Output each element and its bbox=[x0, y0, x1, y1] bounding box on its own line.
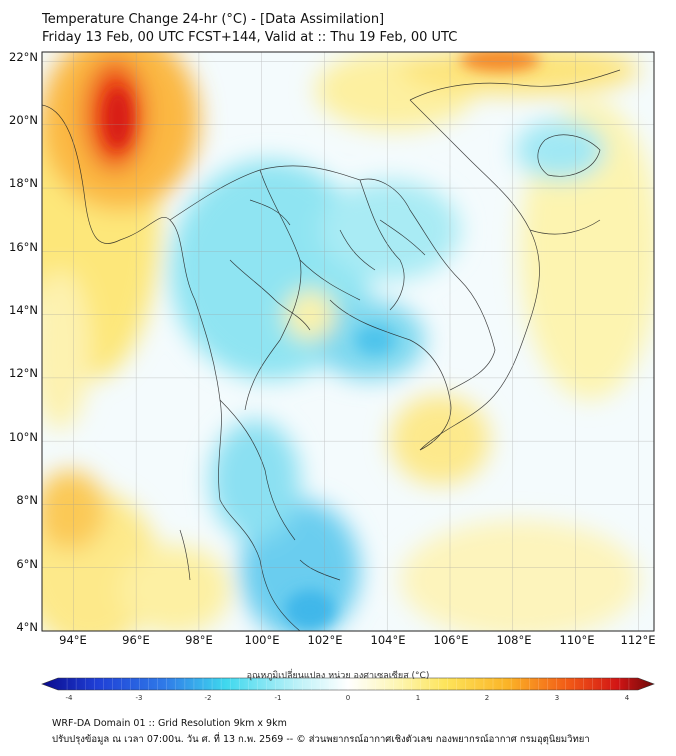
gridlines bbox=[42, 52, 654, 632]
colorbar-title: อุณหภูมิเปลี่ยนแปลง หน่วย องศาเซลเซียส (… bbox=[246, 671, 430, 681]
lon-tick-label: 96°E bbox=[122, 633, 150, 647]
footer-update-info: ปรับปรุงข้อมูล ณ เวลา 07:00น. วัน ศ. ที่… bbox=[52, 734, 590, 745]
map-title: Temperature Change 24-hr (°C) - [Data As… bbox=[42, 12, 385, 27]
lon-tick-label: 104°E bbox=[371, 633, 406, 647]
footer-model-info: WRF-DA Domain 01 :: Grid Resolution 9km … bbox=[52, 718, 287, 729]
lat-tick-label: 18°N bbox=[9, 176, 38, 190]
colorbar-segments bbox=[66, 678, 630, 690]
lat-tick-label: 4°N bbox=[16, 620, 38, 634]
lon-tick-label: 102°E bbox=[308, 633, 343, 647]
lon-tick-label: 94°E bbox=[59, 633, 87, 647]
lon-tick-label: 108°E bbox=[497, 633, 532, 647]
lat-tick-label: 12°N bbox=[9, 366, 38, 380]
plot-frame bbox=[41, 51, 655, 632]
lon-tick-label: 112°E bbox=[621, 633, 656, 647]
lat-tick-label: 10°N bbox=[9, 430, 38, 444]
colorbar-tick-label: 0 bbox=[346, 694, 350, 702]
colorbar: -4 -3 -2 -1 0 1 2 3 4 bbox=[41, 677, 655, 702]
colorbar-tick-label: -4 bbox=[66, 694, 74, 702]
lat-tick-label: 20°N bbox=[9, 113, 38, 127]
colorbar-tick-label: 3 bbox=[555, 694, 559, 702]
lat-tick-label: 8°N bbox=[16, 493, 38, 507]
colorbar-tick-label: 4 bbox=[625, 694, 630, 702]
boundary-lines bbox=[42, 69, 621, 631]
colorbar-tick-label: -1 bbox=[275, 694, 282, 702]
lat-tick-label: 22°N bbox=[9, 50, 38, 64]
colorbar-tick-label: 2 bbox=[485, 694, 489, 702]
colorbar-tick-label: 1 bbox=[416, 694, 420, 702]
lat-tick-label: 14°N bbox=[9, 303, 38, 317]
lat-tick-label: 6°N bbox=[16, 557, 38, 571]
lon-tick-label: 100°E bbox=[245, 633, 280, 647]
lat-axis: 4°N 6°N 8°N 10°N 12°N 14°N 16°N 18°N 20°… bbox=[9, 50, 38, 634]
lon-tick-label: 106°E bbox=[434, 633, 469, 647]
colorbar-tick-label: -3 bbox=[136, 694, 143, 702]
lon-axis: 94°E 96°E 98°E 100°E 102°E 104°E 106°E 1… bbox=[59, 633, 655, 647]
lon-tick-label: 98°E bbox=[185, 633, 213, 647]
map-subtitle: Friday 13 Feb, 00 UTC FCST+144, Valid at… bbox=[42, 30, 458, 45]
colorbar-tick-label: -2 bbox=[205, 694, 212, 702]
lat-tick-label: 16°N bbox=[9, 240, 38, 254]
temperature-field bbox=[42, 52, 654, 631]
lon-tick-label: 110°E bbox=[560, 633, 595, 647]
